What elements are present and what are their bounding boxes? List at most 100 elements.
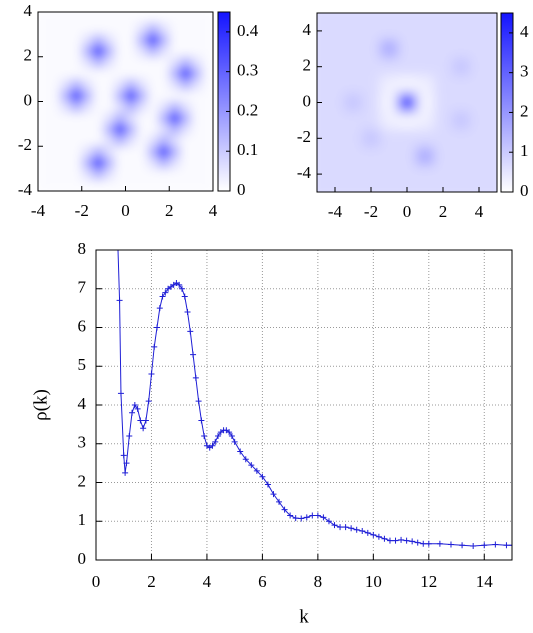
heatmap-cell [147,168,159,181]
data-point [414,539,421,546]
heatmap-cell [81,79,94,91]
x-tick-label: 4 [475,202,484,221]
heatmap-cell [48,157,61,170]
heatmap-cell [344,111,363,130]
heatmap-cell [114,135,126,147]
heatmap-cell [344,129,363,148]
heatmap-cell [147,146,159,158]
heatmap-cell [114,12,126,24]
data-point [162,289,169,296]
heatmap-cell [202,12,213,24]
heatmap-cell [180,45,192,58]
heatmap-cell [136,79,148,91]
x-tick-label: -4 [328,202,343,221]
heatmap-cell [81,45,94,58]
data-point [292,515,299,522]
heatmap-cell [169,12,181,24]
heatmap-cell [81,157,94,170]
heatmap-cell [470,75,489,95]
data-point [459,542,466,549]
heatmap-cell [103,90,116,102]
x-tick-label: 0 [92,572,101,591]
heatmap-cell [81,179,94,191]
heatmap-cell [158,168,170,181]
heatmap-cells [38,12,213,191]
heatmap-cell [125,12,137,24]
heatmap-cell [125,179,137,191]
heatmap-cell [191,34,203,47]
heatmap [317,13,497,192]
heatmap-cell [48,135,61,147]
data-point [325,518,332,525]
heatmap-cell [362,13,381,23]
heatmap-cell [38,146,50,158]
heatmap-cell [59,67,72,80]
heatmap-cell [169,157,181,170]
colorbar-tick-label: 0.4 [237,21,259,40]
heatmap-cell [136,157,148,170]
data-point [120,452,127,459]
x-tick-label: -2 [75,201,89,220]
heatmap-cell [202,101,213,114]
heatmap-cell [470,129,489,148]
colorbar-tick-label: 4 [520,22,529,41]
heatmap-cell [114,23,126,35]
heatmap-cell [452,147,471,166]
data-point [242,456,249,463]
heatmap-cell [92,157,105,170]
data-point [131,402,138,408]
heatmap-cell [434,13,453,23]
heatmap-cell [59,112,72,125]
heatmap-cell [326,129,345,148]
heatmap-cell [59,146,72,158]
heatmap-cell [326,93,345,112]
heatmap-cell [362,111,381,130]
heatmap-cell [191,56,203,69]
heatmap-cell [48,90,61,102]
data-point [154,324,161,331]
colorbar-tick-label: 3 [520,62,529,81]
heatmap-cell [48,112,61,125]
heatmap-cell [380,93,399,112]
heatmap-cell [488,165,497,184]
heatmap-cell [488,21,497,41]
heatmap-cell [125,90,137,102]
colorbar [500,12,514,193]
heatmap-cell [326,111,345,130]
heatmap-cell [136,12,148,24]
data-point [353,526,360,533]
data-point [134,405,141,412]
heatmap-cell [362,75,381,95]
heatmap-cell [452,111,471,130]
heatmap-cell [147,79,159,91]
heatmap-cell [114,79,126,91]
heatmap-cell [180,90,192,102]
heatmap-cell [70,12,83,24]
heatmap-cell [81,34,94,47]
x-tick-label: 2 [439,202,448,221]
heatmap-cell [488,93,497,112]
heatmap-cell [81,101,94,114]
heatmap-cell [202,112,213,125]
colorbar-tick-label: 0 [237,180,246,199]
heatmap-cell [380,147,399,166]
heatmap-cell [191,123,203,136]
heatmap-cell [81,12,94,24]
heatmap-cell [380,57,399,77]
heatmap-cell [92,168,105,181]
y-tick-label: 3 [78,433,87,452]
data-point [425,540,432,547]
heatmap-cell [125,123,137,136]
heatmap-cell [136,45,148,58]
heatmap-cell [362,129,381,148]
heatmap-cell [191,168,203,181]
data-point [337,524,344,531]
heatmap-cell [158,79,170,91]
colorbar-tick-label: 2 [520,101,529,120]
heatmap-cell [362,21,381,41]
heatmap-cell [488,147,497,166]
heatmap-cell [147,101,159,114]
data-point [159,293,166,300]
heatmap-cell [416,75,435,95]
heatmap-cell [125,45,137,58]
